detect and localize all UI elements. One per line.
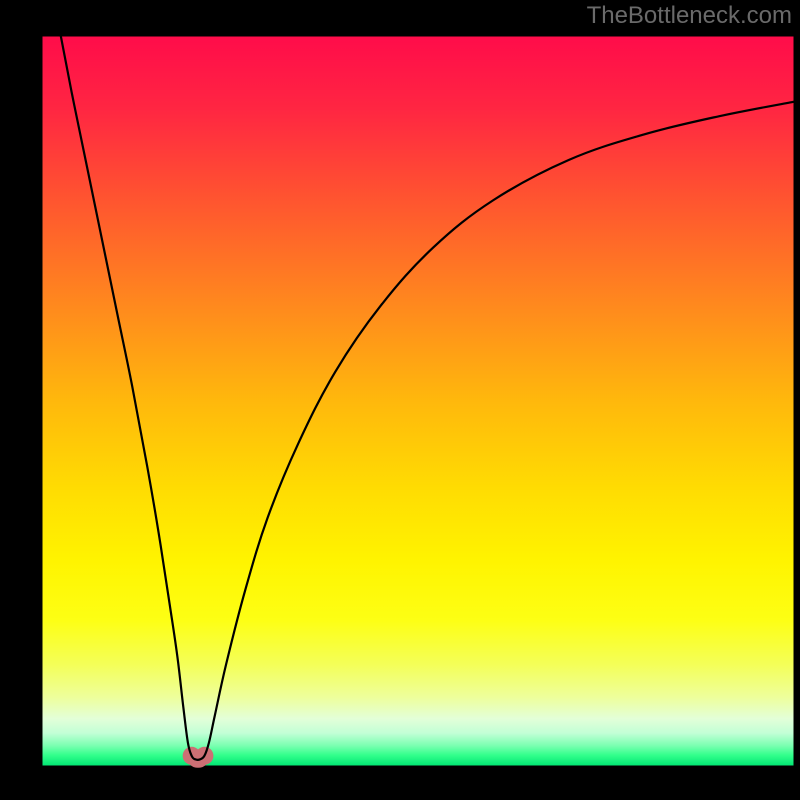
bottleneck-chart — [0, 0, 800, 800]
watermark-text: TheBottleneck.com — [587, 0, 800, 30]
chart-canvas: TheBottleneck.com — [0, 0, 800, 800]
marker-layer — [183, 747, 214, 765]
plot-background — [42, 36, 794, 766]
